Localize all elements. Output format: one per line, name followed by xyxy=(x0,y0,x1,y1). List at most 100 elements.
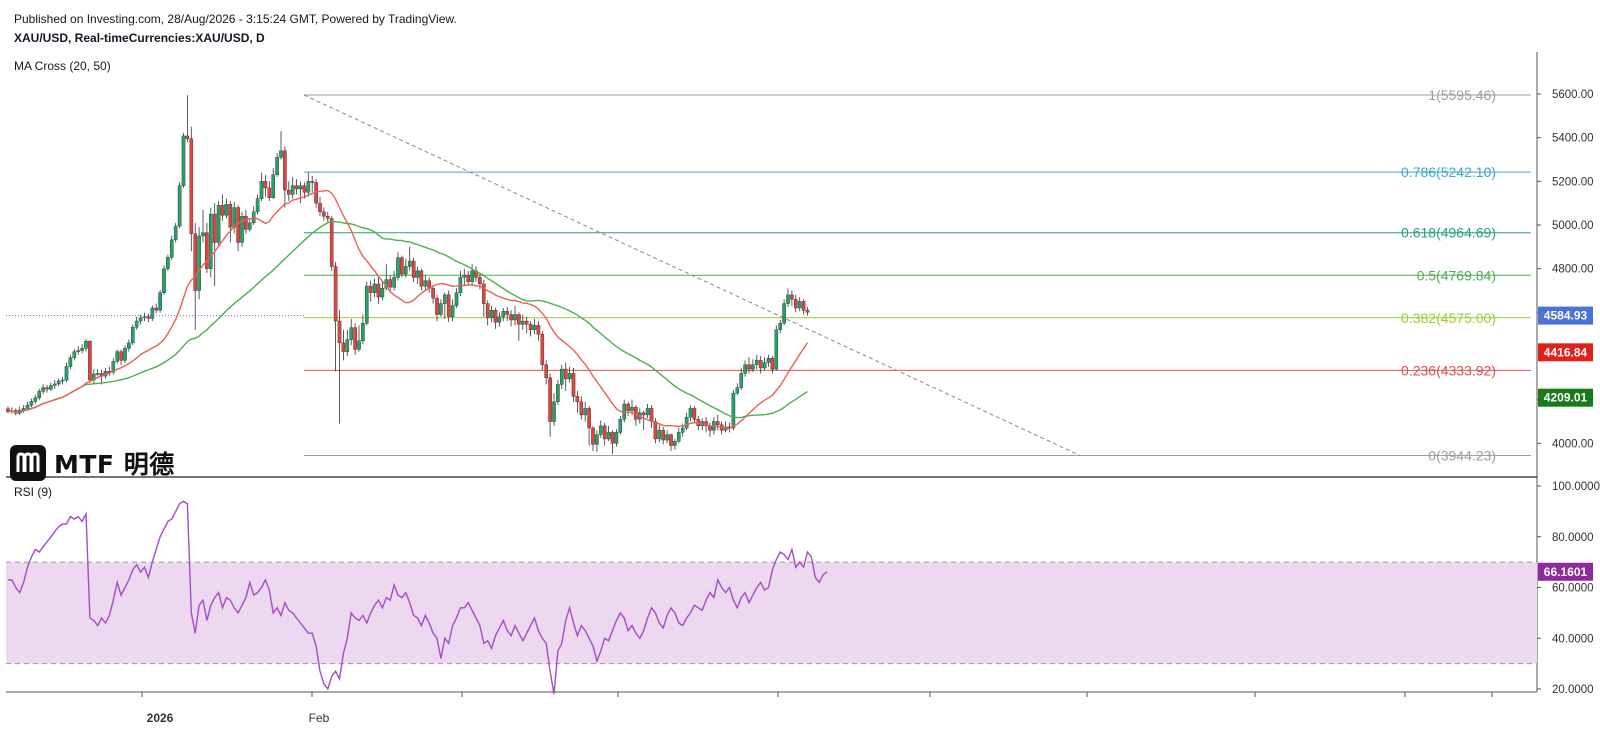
candle-body xyxy=(521,320,525,325)
candle-body xyxy=(158,292,162,311)
candle-body xyxy=(528,324,533,330)
candle-body xyxy=(185,135,190,139)
candle-body xyxy=(407,260,412,267)
price-badge-label: 4209.01 xyxy=(1544,391,1588,405)
fib-level-label: 0(3944.23) xyxy=(1428,448,1496,464)
candle-body xyxy=(216,205,221,243)
candle-body xyxy=(583,408,587,416)
candle-body xyxy=(212,213,217,243)
candle-body xyxy=(482,283,486,304)
candle-body xyxy=(134,320,139,328)
candle-body xyxy=(271,174,276,198)
candle-body xyxy=(138,317,143,322)
candle-body xyxy=(766,357,771,363)
candle-body xyxy=(392,277,396,288)
candle-body xyxy=(205,232,209,269)
candle-body xyxy=(400,257,404,275)
candle-body xyxy=(142,316,147,318)
candle-body xyxy=(614,432,619,444)
candle-body xyxy=(111,361,116,373)
mtf-logo: MTF 明德 xyxy=(10,445,175,481)
candle-body xyxy=(560,368,564,385)
candle-body xyxy=(513,314,517,321)
rsi-band xyxy=(6,562,1537,664)
rsi-tick-label: 100.0000 xyxy=(1552,481,1600,493)
candle-body xyxy=(716,421,720,425)
candle-body xyxy=(33,397,38,402)
candle-body xyxy=(322,211,326,217)
candle-body xyxy=(29,401,34,406)
candle-body xyxy=(680,427,685,433)
candle-body xyxy=(376,283,381,298)
candle-body xyxy=(517,314,521,325)
candle-body xyxy=(626,403,630,411)
candle-body xyxy=(240,216,244,243)
candle-body xyxy=(443,294,447,304)
fib-level-label: 0.786(5242.10) xyxy=(1401,164,1496,180)
candle-body xyxy=(450,305,455,317)
candle-body xyxy=(532,325,537,330)
candle-body xyxy=(419,270,424,287)
candle-body xyxy=(337,320,342,344)
price-tick-label: 5200.00 xyxy=(1552,176,1594,188)
candle-body xyxy=(747,364,751,370)
candle-body xyxy=(415,270,420,278)
ma20-line xyxy=(7,189,809,430)
candle-body xyxy=(446,294,451,317)
candle-body xyxy=(692,408,697,420)
candle-body xyxy=(76,350,80,352)
candle-body xyxy=(411,260,416,278)
candle-body xyxy=(68,357,73,367)
candle-body xyxy=(88,340,92,381)
candle-body xyxy=(595,434,599,445)
candle-body xyxy=(786,294,790,304)
candle-body xyxy=(770,357,775,370)
rsi-tick-label: 20.0000 xyxy=(1552,684,1594,696)
candle-body xyxy=(232,207,237,228)
price-tick-label: 4000.00 xyxy=(1552,438,1594,450)
candle-body xyxy=(782,303,786,324)
candle-body xyxy=(571,373,576,397)
candle-body xyxy=(431,288,435,299)
candle-body xyxy=(544,364,548,379)
symbol-line: XAU/USD, Real-timeCurrencies:XAU/USD, D xyxy=(14,31,265,45)
candle-body xyxy=(556,384,560,403)
candle-body xyxy=(64,366,69,381)
candle-body xyxy=(361,323,365,341)
candle-body xyxy=(189,138,194,234)
candle-body xyxy=(193,233,198,291)
candle-body xyxy=(485,303,490,318)
candle-body xyxy=(201,232,205,237)
candle-body xyxy=(762,362,767,369)
rsi-title: RSI (9) xyxy=(14,485,52,499)
candle-body xyxy=(801,301,806,311)
candle-body xyxy=(283,150,287,191)
candle-body xyxy=(688,408,693,418)
candle-body xyxy=(247,222,252,230)
fib-level-label: 0.236(4333.92) xyxy=(1401,362,1496,378)
candle-body xyxy=(353,327,357,350)
candle-body xyxy=(146,316,151,319)
candle-body xyxy=(220,205,225,216)
candle-body xyxy=(349,327,354,340)
candle-body xyxy=(567,373,572,380)
candle-body xyxy=(95,373,100,375)
candle-body xyxy=(333,266,338,322)
candle-body xyxy=(602,425,607,440)
candle-body xyxy=(53,383,57,386)
candle-body xyxy=(677,432,681,442)
candle-body xyxy=(587,408,591,429)
candle-body xyxy=(162,268,166,293)
candle-body xyxy=(778,323,782,330)
candle-body xyxy=(326,216,330,219)
candle-body xyxy=(45,387,49,390)
rsi-value-label: 66.1601 xyxy=(1544,565,1588,579)
candle-body xyxy=(244,216,248,230)
fib-level-label: 0.618(4964.69) xyxy=(1401,225,1496,241)
price-badge xyxy=(1538,343,1593,362)
candle-body xyxy=(368,285,373,293)
candle-body xyxy=(365,285,369,324)
fib-trend-line xyxy=(303,94,1081,456)
candle-body xyxy=(306,181,311,193)
